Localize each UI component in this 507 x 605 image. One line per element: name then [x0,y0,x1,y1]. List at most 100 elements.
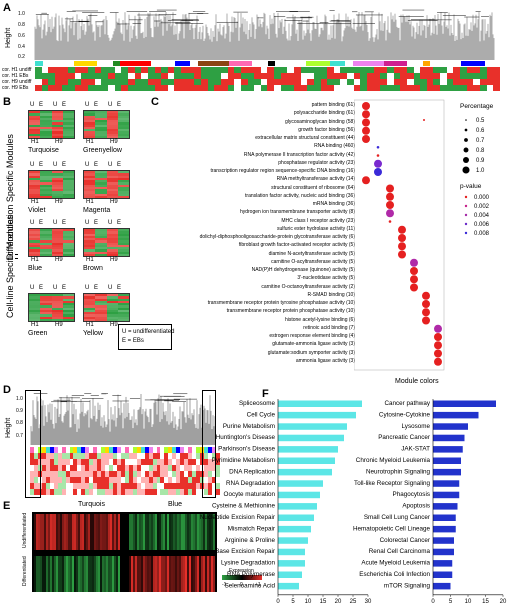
x-tick-4: 20 [335,599,342,605]
go-term-label: glutamate-ammonia ligase activity (3) [272,341,355,348]
h1-label: H1 [31,322,39,328]
bar-14 [278,560,305,567]
module-blue: U E U E H1 H9 Blue [28,220,75,273]
bar-label-11: Hematopoietic Cell Lineage [353,525,431,532]
undiff-label: U [30,162,35,168]
panel-a-dendrogram [34,9,495,60]
bar-label-9: Apoptosis [402,503,430,510]
bar-4 [278,446,338,453]
legend-percentage-dot [464,138,468,142]
x-tick-2: 10 [305,599,312,605]
ebs-label: E [117,102,122,108]
bar-13 [433,548,454,556]
go-term-label: sulfuric ester hydrolase activity (11) [277,225,355,232]
legend-percentage-value: 0.8 [476,148,485,154]
dot-term-7 [374,159,382,168]
bar-6 [278,468,332,476]
go-term-label: retinoic acid binding (7) [303,324,355,331]
legend-pvalue-dot [464,231,468,235]
legend-pvalue-value: 0.004 [474,213,490,219]
x-tick-4: 20 [500,599,507,605]
go-term-label: MHC class I receptor activity (23) [281,217,355,224]
panel-a-ytick-3: 0.8 [18,22,25,28]
dot-term-17 [398,242,406,251]
go-term-label: extracellular matrix structural constitu… [255,135,355,141]
x-tick-1: 5 [291,599,295,605]
go-term-label: RNA methyltransferase activity (14) [276,176,355,183]
bar-label-11: Mismatch Repair [228,525,275,532]
legend-pvalue-value: 0.000 [474,195,490,201]
legend-percentage-dot [465,119,467,121]
panel-label-a: A [3,2,11,14]
dot-term-19 [410,258,418,267]
panel-d-ytick-2: 0.9 [16,408,23,414]
dot-term-12 [386,201,394,209]
undiff-label: U [85,220,90,226]
panel-c-xlabel: Module colors [395,378,439,385]
dot-term-31 [434,357,442,366]
module-yellow: U E U E H1 H9 Yellow [83,285,130,338]
undiff-label: U [30,102,35,108]
go-term-label: structural constituent of ribosome (64) [271,184,355,191]
bar-7 [278,480,323,487]
dot-term-23 [422,291,430,300]
panel-label-b: B [3,96,11,108]
undiff-label: U [30,285,35,291]
bar-label-4: Parkinson's Disease [218,446,275,453]
panel-label-d: D [3,384,11,396]
bar-0 [278,400,362,407]
bar-12 [433,537,454,544]
module-brown: U E U E H1 H9 Brown [83,220,130,273]
module-heatmap [28,228,75,257]
module-name: Greenyellow [83,147,122,154]
dot-term-20 [410,267,418,275]
legend-pvalue-dot [464,213,468,217]
bar-label-16: Selenoamino Acid [225,582,276,589]
undiff-label: U [85,162,90,168]
dot-term-29 [434,341,442,350]
dot-term-14 [388,220,392,223]
go-term-label: polysaccharide binding (61) [293,110,355,117]
go-term-label: RNA binding (460) [314,143,355,150]
module-name: Brown [83,265,103,272]
undiff-label: U [53,162,58,168]
ebs-label: E [117,220,122,226]
ebs-label: E [117,285,122,291]
panel-e-legend-title: Expression [229,568,254,574]
legend-percentage-title: Percentage [460,103,494,110]
panel-d-highlight-right [202,390,216,498]
h9-label: H9 [110,199,118,205]
dot-small [423,119,425,121]
panel-label-c: C [151,96,159,108]
bar-5 [433,457,461,464]
h9-label: H9 [110,322,118,328]
ebs-label: E [62,102,67,108]
x-tick-0: 0 [276,599,280,605]
undiff-label: U [85,102,90,108]
dot-term-21 [410,275,418,284]
bar-label-12: Arginine & Proline [225,537,276,544]
bar-2 [278,423,347,430]
bar-label-5: Chronic Myeloid Leukemia [356,457,431,464]
bar-label-16: mTOR Signaling [384,582,431,589]
bar-2 [433,423,468,430]
panel-d-ytick-3: 1.0 [16,396,23,402]
dot-term-0 [362,102,370,110]
bar-label-5: Pyrimidine Metabolism [212,457,275,464]
module-name: Blue [28,265,43,272]
panel-c-term-labels: pattern binding (61) polysaccharide bindi… [160,102,355,366]
dot-term-11 [386,192,394,201]
go-term-label: NAD(P)H dehydrogenase (quinone) activity… [251,267,355,273]
dot-term-16 [398,234,406,242]
panel-a-ytick-2: 0.6 [18,33,25,39]
go-term-label: phosphatase regulator activity (23) [278,159,355,166]
bar-5 [278,457,335,464]
bar-10 [433,514,456,521]
bar-label-15: Escherichia Coli Infection [359,571,430,578]
go-term-label: RNA polymerase II transcription factor a… [243,151,355,158]
bar-12 [278,537,308,544]
panel-a-ytick-0: 0.2 [18,54,25,60]
bar-label-8: Oocyte maturation [224,491,276,498]
h1-label: H1 [86,322,94,328]
ebs-label: E [62,220,67,226]
